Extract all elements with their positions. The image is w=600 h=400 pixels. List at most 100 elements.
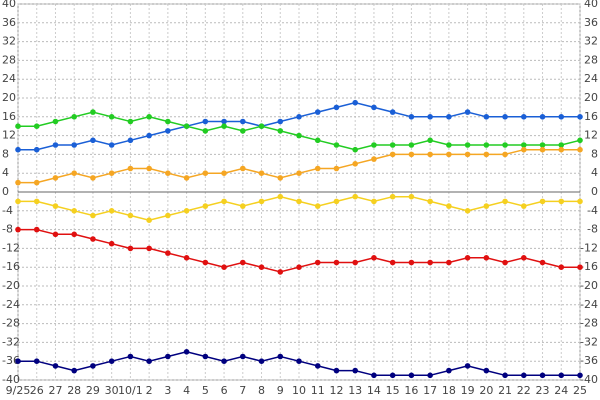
point xyxy=(71,208,77,214)
point xyxy=(33,226,40,233)
x-tick-label: 4 xyxy=(183,384,190,397)
point xyxy=(502,151,508,158)
point xyxy=(483,142,490,148)
point xyxy=(277,269,284,275)
point xyxy=(314,109,321,115)
point xyxy=(258,358,265,365)
point xyxy=(352,367,359,374)
point xyxy=(408,372,415,379)
point xyxy=(558,114,565,120)
point xyxy=(333,165,340,172)
point xyxy=(539,372,546,379)
x-tick-label: 10 xyxy=(292,384,306,397)
point xyxy=(52,203,59,209)
y2-tick-label: -8 xyxy=(587,223,598,236)
point xyxy=(333,367,340,374)
point xyxy=(296,170,302,176)
point xyxy=(165,128,171,134)
point xyxy=(127,118,134,125)
point xyxy=(240,128,246,134)
point xyxy=(146,165,152,172)
point xyxy=(408,114,415,120)
y2-tick-label: 40 xyxy=(584,0,598,10)
point xyxy=(296,358,302,365)
point xyxy=(108,114,115,120)
y-tick-label: -20 xyxy=(2,279,20,292)
point xyxy=(371,254,377,261)
point xyxy=(108,208,115,214)
y-tick-label: 0 xyxy=(2,185,9,198)
point xyxy=(258,264,265,271)
point xyxy=(165,118,171,125)
point xyxy=(221,264,227,271)
point xyxy=(52,118,59,125)
point xyxy=(90,212,96,219)
point xyxy=(202,128,209,134)
point xyxy=(371,142,377,148)
point xyxy=(539,114,546,120)
point xyxy=(15,226,21,233)
y-tick-label: 40 xyxy=(2,0,16,10)
point xyxy=(464,142,471,148)
x-tick-label: 15 xyxy=(386,384,400,397)
point xyxy=(90,175,96,181)
point xyxy=(258,198,265,205)
point xyxy=(221,198,227,205)
point xyxy=(240,165,246,172)
point xyxy=(71,114,77,120)
y2-tick-label: -16 xyxy=(580,260,598,273)
point xyxy=(558,146,565,153)
point xyxy=(183,254,190,261)
point xyxy=(314,259,321,266)
point xyxy=(15,358,21,365)
x-tick-label: 26 xyxy=(30,384,44,397)
point xyxy=(427,151,433,158)
y2-tick-label: 28 xyxy=(584,53,598,66)
point xyxy=(558,264,565,271)
y-tick-label: 12 xyxy=(2,129,16,142)
y2-tick-label: 0 xyxy=(591,185,598,198)
y2-tick-label: -40 xyxy=(580,373,598,386)
point xyxy=(521,146,527,153)
y2-tick-label: -20 xyxy=(580,279,598,292)
point xyxy=(165,353,171,360)
point xyxy=(296,132,302,139)
point xyxy=(314,137,321,144)
point xyxy=(314,165,321,172)
y2-tick-label: -24 xyxy=(580,298,598,311)
point xyxy=(202,203,209,209)
x-tick-label: 7 xyxy=(239,384,246,397)
y-tick-label: -32 xyxy=(2,335,20,348)
point xyxy=(202,118,209,125)
point xyxy=(221,170,227,176)
point xyxy=(146,358,152,365)
point xyxy=(464,363,471,369)
point xyxy=(33,358,40,365)
point xyxy=(389,193,396,200)
point xyxy=(408,259,415,266)
point xyxy=(483,151,490,158)
point xyxy=(71,367,77,374)
point xyxy=(296,114,302,120)
point xyxy=(146,217,152,223)
point xyxy=(371,372,377,379)
point xyxy=(483,367,490,374)
y-tick-label: -8 xyxy=(2,223,13,236)
point xyxy=(502,142,508,148)
point xyxy=(108,240,115,247)
point xyxy=(183,208,190,214)
x-tick-label: 18 xyxy=(442,384,456,397)
point xyxy=(427,259,433,266)
point xyxy=(408,151,415,158)
y-tick-label: 32 xyxy=(2,35,16,48)
point xyxy=(483,203,490,209)
point xyxy=(277,175,284,181)
point xyxy=(464,109,471,115)
point xyxy=(90,109,96,115)
y2-tick-label: 36 xyxy=(584,16,598,29)
point xyxy=(15,198,21,205)
y2-tick-label: 24 xyxy=(584,72,598,85)
point xyxy=(521,203,527,209)
point xyxy=(277,118,284,125)
point xyxy=(389,142,396,148)
